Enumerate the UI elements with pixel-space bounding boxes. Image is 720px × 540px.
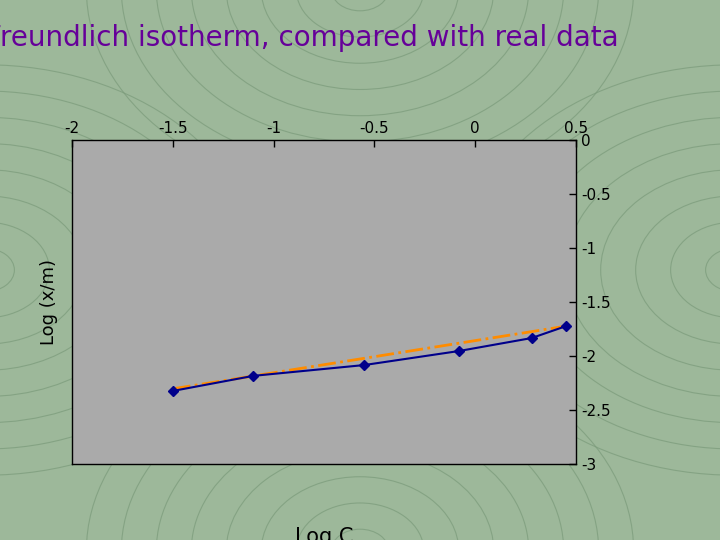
Text: Freundlich isotherm, compared with real data: Freundlich isotherm, compared with real … — [0, 24, 618, 52]
Y-axis label: Log (x/m): Log (x/m) — [40, 259, 58, 346]
X-axis label: Log C: Log C — [294, 527, 354, 540]
